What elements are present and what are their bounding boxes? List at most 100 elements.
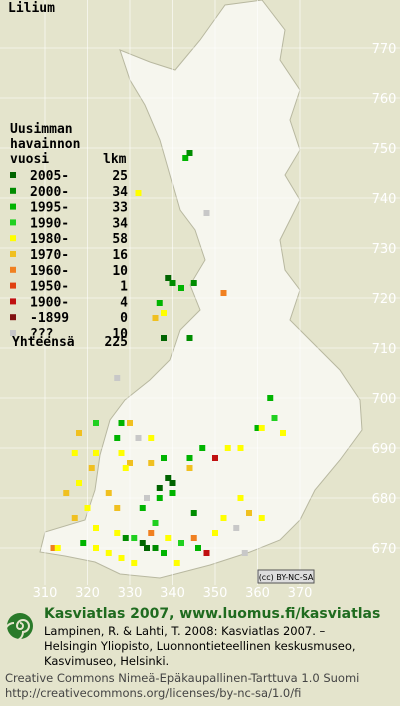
- occurrence-square: [165, 475, 172, 481]
- occurrence-square: [161, 310, 167, 316]
- occurrence-square: [131, 560, 138, 566]
- occurrence-square: [254, 425, 261, 431]
- legend-count: 10: [112, 264, 128, 279]
- occurrence-square: [182, 155, 189, 161]
- occurrence-square: [161, 455, 167, 461]
- legend-count: 4: [120, 295, 128, 310]
- legend-label: 2000-: [30, 185, 69, 200]
- legend-label: 2005-: [30, 169, 69, 184]
- y-tick-label: 740: [372, 192, 397, 207]
- squares: [50, 150, 286, 566]
- legend-swatch: [10, 282, 16, 289]
- occurrence-square: [122, 535, 129, 541]
- legend-label: 1980-: [30, 232, 69, 247]
- legend-swatch: [10, 219, 16, 226]
- occurrence-square: [186, 465, 193, 471]
- occurrence-square: [190, 535, 197, 541]
- y-tick-label: 680: [372, 492, 397, 507]
- total: 225: [105, 335, 128, 350]
- occurrence-square: [152, 315, 159, 321]
- occurrence-square: [88, 465, 95, 471]
- occurrence-square: [212, 530, 218, 536]
- occurrence-square: [224, 445, 231, 451]
- legend-swatch: [10, 172, 16, 178]
- occurrence-square: [114, 505, 121, 511]
- occurrence-square: [165, 535, 172, 541]
- occurrence-square: [190, 280, 197, 286]
- total-label: Yhteensä: [12, 335, 75, 350]
- occurrence-square: [203, 550, 210, 556]
- occurrence-square: [258, 425, 265, 431]
- occurrence-square: [93, 420, 99, 426]
- y-tick-label: 700: [372, 392, 397, 407]
- legend-swatch: [10, 203, 16, 210]
- y-tick-label: 670: [372, 542, 397, 557]
- legend-count: 58: [112, 232, 128, 247]
- occurrence-square: [212, 455, 218, 461]
- occurrence-square: [161, 335, 167, 341]
- occurrence-square: [237, 495, 244, 501]
- occurrence-square: [71, 450, 78, 456]
- occurrence-square: [118, 450, 125, 456]
- occurrence-square: [135, 190, 142, 196]
- license-badge: [257, 569, 315, 584]
- occurrence-square: [203, 210, 210, 216]
- legend-swatch: [10, 298, 16, 305]
- legend-label: 1900-: [30, 295, 69, 310]
- occurrence-square: [50, 545, 57, 551]
- y-tick-label: 750: [372, 142, 397, 157]
- occurrence-square: [220, 515, 227, 521]
- occurrence-square: [63, 490, 70, 496]
- legend-label: 1960-: [30, 264, 69, 279]
- license-badge-text: (cc) BY-NC-SA: [259, 573, 314, 582]
- occurrence-square: [127, 460, 133, 466]
- occurrence-square: [267, 395, 274, 401]
- occurrence-square: [80, 540, 87, 546]
- occurrence-square: [280, 430, 286, 436]
- x-tick-label: 310: [33, 586, 58, 601]
- occurrence-square: [195, 545, 201, 551]
- legend-swatch: [10, 314, 16, 321]
- occurrence-square: [161, 550, 167, 556]
- citation: Lampinen, R. & Lahti, T. 2008: Kasviatla…: [44, 624, 326, 638]
- legend-count: 10: [112, 327, 128, 342]
- occurrence-square: [93, 545, 99, 551]
- x-tick-label: 370: [288, 586, 313, 601]
- occurrence-square: [127, 420, 133, 426]
- occurrence-square: [131, 535, 138, 541]
- occurrence-square: [178, 540, 184, 546]
- occurrence-square: [186, 335, 193, 341]
- occurrence-square: [173, 560, 180, 566]
- occurrence-square: [135, 435, 142, 441]
- occurrence-square: [241, 550, 248, 556]
- occurrence-square: [271, 415, 278, 421]
- x-tick-label: 350: [203, 586, 228, 601]
- license: http://creativecommons.org/licenses/by-n…: [5, 686, 301, 700]
- occurrence-square: [152, 520, 159, 526]
- occurrence-square: [114, 435, 121, 441]
- occurrence-square: [233, 525, 240, 531]
- legend-label: 1995-: [30, 201, 69, 216]
- occurrence-square: [169, 490, 176, 496]
- x-tick-label: 360: [245, 586, 270, 601]
- occurrence-square: [105, 550, 112, 556]
- legend-count: 34: [112, 216, 128, 231]
- occurrence-square: [114, 530, 121, 536]
- y-tick-label: 760: [372, 92, 397, 107]
- occurrence-square: [54, 545, 61, 551]
- legend-col: lkm: [103, 152, 127, 167]
- legend-heading: Uusimman: [10, 122, 73, 137]
- occurrence-square: [246, 510, 252, 516]
- legend-count: 1: [120, 280, 128, 295]
- occurrence-square: [144, 495, 150, 501]
- y-tick-label: 770: [372, 42, 397, 57]
- occurrence-square: [122, 465, 129, 471]
- logo: [7, 613, 33, 639]
- occurrence-square: [220, 290, 227, 296]
- legend-col: vuosi: [10, 152, 49, 167]
- occurrence-square: [76, 430, 82, 436]
- occurrence-square: [93, 525, 99, 531]
- footer-heading: Kasviatlas 2007, www.luomus.fi/kasviatla…: [44, 606, 380, 622]
- occurrence-square: [199, 445, 206, 451]
